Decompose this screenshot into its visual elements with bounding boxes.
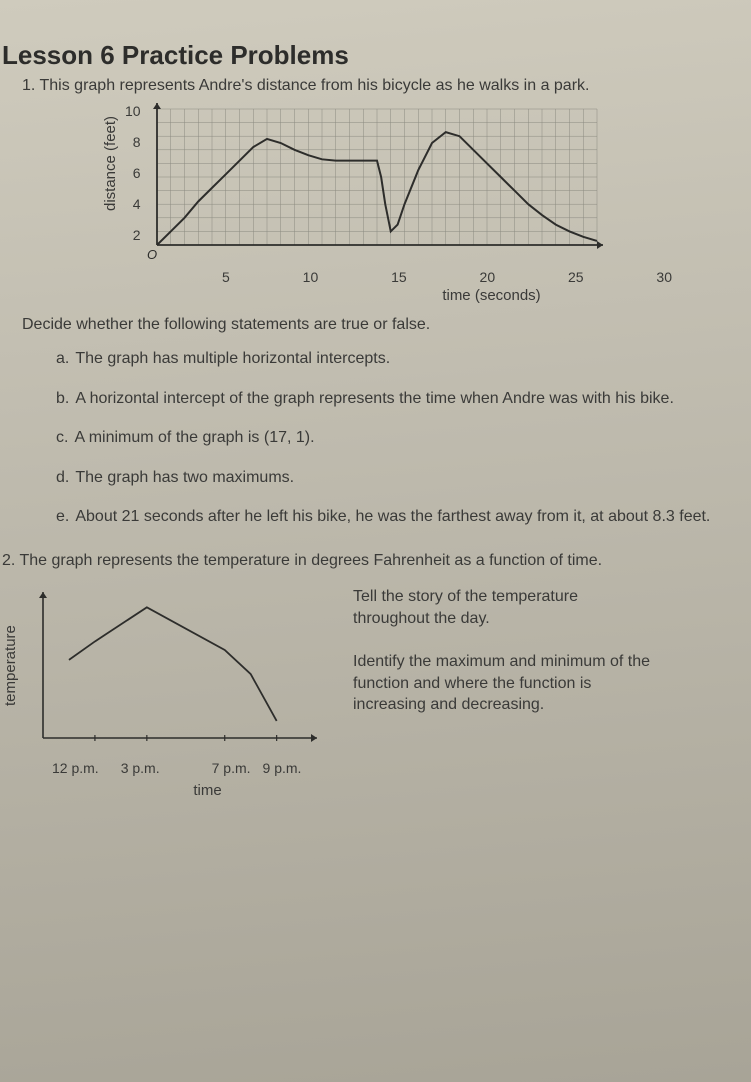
q1-intro: 1. This graph represents Andre's distanc… — [22, 77, 721, 95]
xtick: 20 — [480, 269, 496, 285]
q1-xticks: 5 10 15 20 25 30 — [162, 269, 672, 285]
statement: d. The graph has two maximums. — [56, 467, 721, 489]
statement: c. A minimum of the graph is (17, 1). — [56, 427, 721, 449]
ytick: 6 — [125, 165, 141, 181]
statement-text: A minimum of the graph is (17, 1). — [74, 427, 721, 449]
xtick: 7 p.m. — [212, 760, 251, 776]
ytick: 2 — [125, 227, 141, 243]
xtick: 9 p.m. — [263, 760, 302, 776]
statement-text: A horizontal intercept of the graph repr… — [75, 388, 721, 410]
xtick: 15 — [391, 269, 407, 285]
q2-intro-text: The graph represents the temperature in … — [20, 552, 603, 569]
ytick: 10 — [125, 103, 141, 119]
q1-xlabel: time (seconds) — [262, 287, 721, 304]
statement-letter: b. — [56, 388, 69, 410]
statement: a. The graph has multiple horizontal inte… — [56, 348, 721, 370]
q2-intro: 2. The graph represents the temperature … — [2, 552, 721, 570]
q2-xlabel: time — [92, 782, 323, 799]
xtick: 5 — [222, 269, 230, 285]
q1-intro-text: This graph represents Andre's distance f… — [40, 77, 590, 94]
ytick: 8 — [125, 134, 141, 150]
q2-prompt1: Tell the story of the temperature throug… — [353, 586, 653, 629]
xtick: 10 — [303, 269, 319, 285]
ytick: 4 — [125, 196, 141, 212]
statement-text: The graph has multiple horizontal interc… — [75, 348, 721, 370]
q2-prompt2: Identify the maximum and minimum of the … — [353, 651, 653, 716]
statement-letter: d. — [56, 467, 69, 489]
q2-prompts: Tell the story of the temperature throug… — [353, 586, 653, 738]
q1-ylabel: distance (feet) — [102, 103, 119, 243]
statement-text: The graph has two maximums. — [75, 467, 721, 489]
q2-number: 2. — [2, 552, 15, 569]
statement: e. About 21 seconds after he left his bik… — [56, 506, 721, 528]
q2-chart: temperature — [2, 586, 323, 756]
question-2: 2. The graph represents the temperature … — [0, 552, 721, 799]
xtick: 3 p.m. — [121, 760, 160, 776]
q1-yticks: 10 8 6 4 2 — [125, 103, 147, 243]
xtick: 30 — [656, 269, 672, 285]
q1-chart-svg: O — [147, 103, 607, 263]
q2-xticks: 12 p.m. 3 p.m. 7 p.m. 9 p.m. — [52, 760, 323, 776]
lesson-title: Lesson 6 Practice Problems — [2, 40, 721, 71]
q2-ylabel: temperature — [2, 586, 19, 746]
statement-letter: a. — [56, 348, 69, 370]
statement-text: About 21 seconds after he left his bike,… — [75, 506, 721, 528]
q1-number: 1. — [22, 77, 35, 94]
statement-letter: c. — [56, 427, 68, 449]
xtick: 25 — [568, 269, 584, 285]
question-1: 1. This graph represents Andre's distanc… — [0, 77, 721, 528]
statement: b. A horizontal intercept of the graph re… — [56, 388, 721, 410]
statement-letter: e. — [56, 506, 69, 528]
q1-chart: distance (feet) 10 8 6 4 2 O — [102, 103, 721, 263]
q1-decide: Decide whether the following statements … — [22, 316, 721, 334]
q2-chart-svg — [23, 586, 323, 756]
q1-statements: a. The graph has multiple horizontal inte… — [22, 348, 721, 528]
xtick: 12 p.m. — [52, 760, 99, 776]
svg-text:O: O — [147, 247, 157, 262]
